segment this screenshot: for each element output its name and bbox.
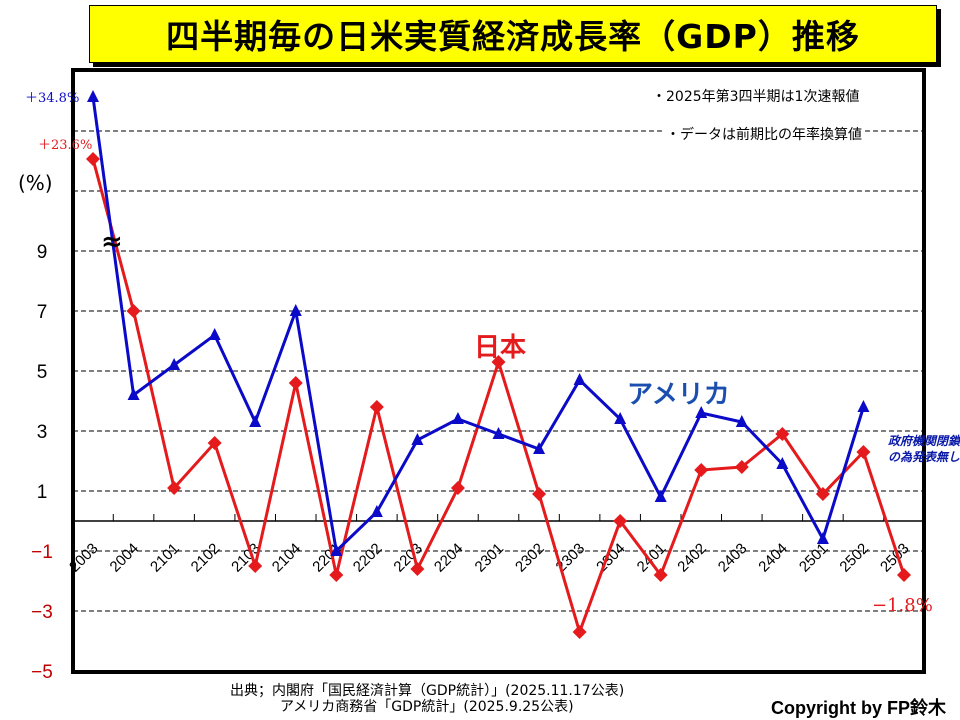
- usa-data-point: [370, 505, 383, 517]
- usa-data-point: [249, 415, 262, 427]
- usa-series-label: アメリカ: [627, 380, 730, 410]
- usa-data-point: [330, 544, 343, 556]
- usa-data-point: [168, 358, 181, 370]
- japan-data-point: [450, 481, 465, 495]
- source-line-1: 出典；内閣府「国民経済計算（GDP統計）」(2025.11.17公表): [230, 683, 625, 699]
- x-tick-label: 2004: [107, 540, 143, 576]
- japan-series-line: [91, 158, 906, 637]
- x-tick-label: 2301: [472, 540, 508, 576]
- usa-data-point: [857, 400, 870, 412]
- note-preliminary: ・2025年第3四半期は1次速報値: [652, 89, 860, 105]
- japan-data-point: [207, 436, 222, 450]
- y-tick-label: 9: [37, 242, 48, 263]
- plot-frame: [71, 68, 926, 674]
- japan-data-point: [329, 568, 344, 582]
- axis-break-mark: ≈: [101, 227, 123, 257]
- y-axis-label: (%): [18, 171, 53, 195]
- japan-data-point: [248, 559, 263, 573]
- series-markers: [86, 90, 911, 639]
- x-tick-labels: 2003 2004 2101 2102 2103 2104 2201 2202 2203 2204…: [66, 540, 913, 576]
- usa-data-point: [208, 328, 221, 340]
- usa-first-value-label: ＋34.8%: [25, 91, 79, 106]
- y-tick-label: −1: [31, 542, 53, 563]
- usa-series-line: [91, 96, 865, 555]
- usa-data-point: [776, 457, 789, 469]
- y-tick-label: 7: [37, 302, 48, 323]
- japan-data-point: [167, 481, 182, 495]
- x-tick-label: 2501: [796, 540, 832, 576]
- y-tick-label: −3: [31, 602, 53, 623]
- usa-data-point: [87, 90, 99, 102]
- japan-data-point: [369, 400, 384, 414]
- japan-data-point: [653, 568, 668, 582]
- chart-title: 四半期毎の日米実質経済成長率（GDP）推移: [166, 17, 860, 56]
- usa-data-point: [816, 532, 829, 544]
- usa-no-release-note: 政府機関閉鎖の為発表無し: [888, 434, 960, 464]
- y-tick-label: 3: [37, 422, 48, 443]
- japan-data-point: [572, 625, 587, 639]
- x-tick-label: 2104: [269, 540, 305, 576]
- usa-data-point: [492, 427, 505, 439]
- usa-data-point: [289, 304, 302, 316]
- gridlines: [73, 130, 924, 612]
- usa-data-point: [411, 433, 424, 445]
- usa-data-point: [451, 412, 464, 424]
- note-annualized: ・データは前期比の年率換算値: [664, 124, 864, 144]
- y-tick-label: 1: [37, 482, 48, 503]
- y-tick-label: 5: [37, 362, 48, 383]
- x-tick-label: 2302: [512, 540, 548, 576]
- source-line-2: アメリカ商務省「GDP統計」(2025.9.25公表): [280, 699, 574, 715]
- japan-data-point: [86, 152, 100, 166]
- japan-data-point: [694, 463, 709, 477]
- x-tick-label: 2404: [755, 540, 791, 576]
- x-tick-label: 2402: [674, 540, 710, 576]
- japan-data-point: [410, 562, 425, 576]
- japan-series-label: 日本: [474, 333, 527, 363]
- japan-data-point: [613, 514, 628, 528]
- usa-data-point: [654, 490, 667, 502]
- x-tick-label: 2502: [836, 540, 872, 576]
- japan-data-point: [856, 445, 871, 459]
- japan-data-point: [288, 376, 303, 390]
- x-tick-label: 2403: [715, 540, 751, 576]
- x-tick-label: 2202: [350, 540, 386, 576]
- x-tick-label: 2101: [147, 540, 183, 576]
- usa-data-point: [614, 412, 627, 424]
- y-tick-labels: 9 7 5 3 1 −1 −3 −5: [31, 242, 53, 683]
- x-tick-label: 2102: [188, 540, 224, 576]
- usa-data-point: [735, 415, 748, 427]
- japan-data-point: [491, 355, 506, 369]
- usa-data-point: [573, 373, 586, 385]
- japan-data-point: [126, 304, 141, 318]
- copyright: Copyright by FP鈴木: [771, 698, 946, 718]
- japan-data-point: [815, 487, 830, 501]
- japan-data-point: [734, 460, 749, 474]
- japan-data-point: [775, 427, 790, 441]
- x-tick-label: 2204: [431, 540, 467, 576]
- chart-title-box: 四半期毎の日米実質経済成長率（GDP）推移: [89, 5, 937, 63]
- y-tick-label: −5: [31, 662, 53, 683]
- usa-data-point: [127, 388, 140, 400]
- japan-data-point: [532, 487, 547, 501]
- japan-last-value-label: −1.8%: [872, 595, 933, 616]
- usa-data-point: [533, 442, 546, 454]
- japan-data-point: [897, 568, 911, 582]
- usa-data-point: [695, 406, 708, 418]
- japan-first-value-label: ＋23.6%: [38, 138, 92, 153]
